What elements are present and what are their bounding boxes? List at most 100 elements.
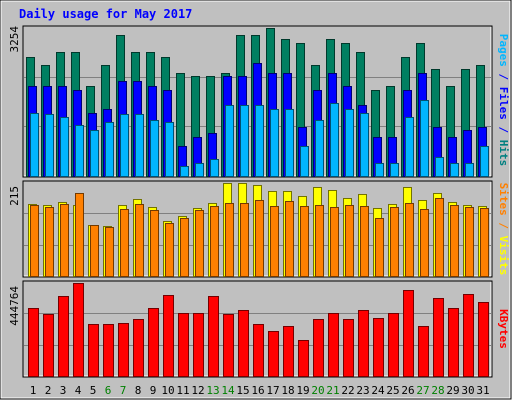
bar-kbytes-day-10 [163,295,174,377]
bar-pages-day-14 [225,105,234,177]
bar-kbytes-day-14 [223,314,234,377]
bar-pages-day-18 [285,109,294,177]
panel-visits: 215 Sites / Visits [8,180,510,278]
bar-pages-day-6 [105,122,114,177]
bar-kbytes-day-25 [388,313,399,377]
x-tick-label-day-11: 11 [176,384,189,397]
bar-kbytes-day-11 [178,313,189,377]
bar-kbytes-day-24 [373,318,384,377]
panel-kbytes-legend: KBytes [497,309,510,349]
x-tick-label-day-28: 28 [431,384,444,397]
bar-kbytes-day-18 [283,326,294,377]
x-tick-label-day-17: 17 [266,384,279,397]
x-tick-label-day-13: 13 [206,384,219,397]
bar-sites-day-2 [45,207,54,277]
x-tick-label-day-25: 25 [386,384,399,397]
bar-sites-day-30 [465,207,474,277]
bar-kbytes-day-7 [118,323,129,377]
bar-kbytes-day-9 [148,308,159,377]
bar-pages-day-7 [120,114,129,177]
bar-kbytes-day-13 [208,296,219,377]
x-tick-label-day-4: 4 [75,384,82,397]
x-tick-label-day-5: 5 [90,384,97,397]
x-tick-label-day-9: 9 [150,384,157,397]
bar-sites-day-9 [150,210,159,277]
bar-sites-day-27 [420,209,429,277]
bar-sites-day-3 [60,204,69,277]
x-tick-label-day-2: 2 [45,384,52,397]
bar-sites-day-13 [210,206,219,277]
bar-pages-day-21 [330,103,339,177]
legend-part: / [497,67,510,87]
bar-sites-day-4 [75,193,84,277]
bar-pages-day-26 [405,117,414,177]
bar-kbytes-day-29 [448,308,459,377]
bar-pages-day-11 [180,166,189,177]
x-tick-label-day-20: 20 [311,384,324,397]
bar-kbytes-day-30 [463,294,474,377]
x-tick-label-day-18: 18 [281,384,294,397]
panel-kbytes-max-label: 444764 [8,286,21,326]
bar-pages-day-13 [210,159,219,177]
bar-sites-day-14 [225,203,234,277]
bar-kbytes-day-16 [253,324,264,377]
bar-sites-day-24 [375,218,384,277]
panel-hits-legend: Pages / Files / Hits [497,34,510,167]
bar-pages-day-29 [450,163,459,177]
bar-pages-day-4 [75,125,84,177]
bar-kbytes-day-20 [313,319,324,377]
x-tick-label-day-26: 26 [401,384,414,397]
x-tick-label-day-12: 12 [191,384,204,397]
x-tick-label-day-21: 21 [326,384,339,397]
legend-part: Pages [497,34,510,67]
bar-sites-day-16 [255,200,264,277]
bar-sites-day-21 [330,207,339,277]
legend-part: Hits [497,140,510,167]
series-pages [30,100,489,177]
x-axis-labels: 1 2 3 4 5 6 7 8 9 10 11 12 13 14 15 16 17 18 19 20 21 22 23 24 2… [30,384,490,397]
bar-sites-day-7 [120,209,129,277]
bar-pages-day-25 [390,163,399,177]
bar-sites-day-6 [105,227,114,277]
x-tick-label-day-29: 29 [446,384,459,397]
x-tick-label-day-27: 27 [416,384,429,397]
bar-kbytes-day-19 [298,340,309,377]
bar-kbytes-day-1 [28,308,39,377]
bar-pages-day-19 [300,146,309,177]
bar-sites-day-10 [165,223,174,277]
bar-sites-day-28 [435,198,444,277]
bar-pages-day-30 [465,163,474,177]
bar-pages-day-16 [255,105,264,177]
legend-part: Visits [497,236,510,276]
panel-visits-max-label: 215 [8,186,21,206]
x-tick-label-day-14: 14 [221,384,235,397]
legend-part: KBytes [497,309,510,349]
legend-part: Files [497,87,510,120]
bar-pages-day-9 [150,120,159,177]
x-tick-label-day-15: 15 [236,384,249,397]
bar-kbytes-day-4 [73,283,84,377]
bar-kbytes-day-15 [238,310,249,377]
bar-pages-day-15 [240,105,249,177]
bar-sites-day-15 [240,203,249,277]
bar-kbytes-day-6 [103,324,114,377]
bar-sites-day-1 [30,205,39,277]
bar-kbytes-day-3 [58,296,69,377]
bar-kbytes-day-23 [358,310,369,377]
bar-pages-day-24 [375,163,384,177]
chart-title: Daily usage for May 2017 [19,7,192,21]
bar-pages-day-28 [435,157,444,177]
x-tick-label-day-19: 19 [296,384,309,397]
legend-part: / [497,216,510,236]
x-tick-label-day-22: 22 [341,384,354,397]
bar-kbytes-day-22 [343,319,354,377]
bar-kbytes-day-26 [403,290,414,377]
x-tick-label-day-1: 1 [30,384,37,397]
bar-pages-day-8 [135,114,144,177]
x-tick-label-day-7: 7 [120,384,127,397]
bar-sites-day-20 [315,205,324,277]
bar-kbytes-day-8 [133,319,144,377]
